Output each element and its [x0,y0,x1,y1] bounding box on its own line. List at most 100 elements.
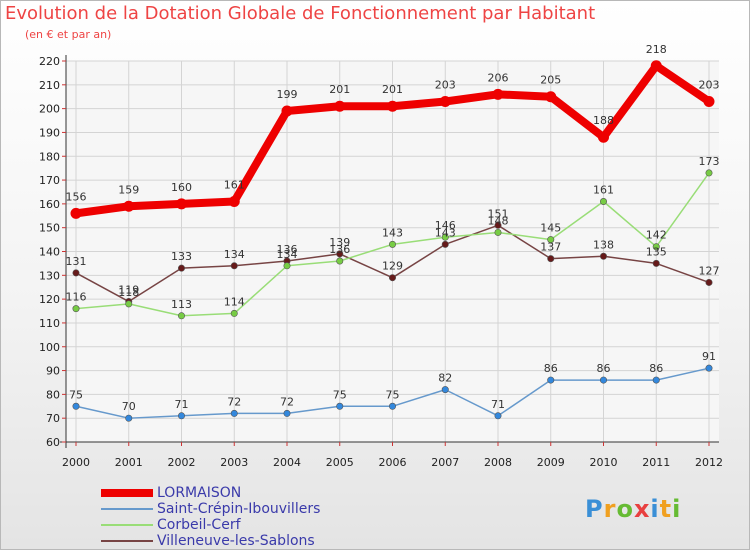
y-tick-label: 110 [39,317,60,330]
legend-label: Corbeil-Cerf [157,517,241,533]
x-tick-label: 2000 [62,456,90,469]
data-label: 159 [118,183,139,196]
y-tick-label: 180 [39,150,60,163]
x-tick-label: 2006 [379,456,407,469]
x-axis-ticks: 2000 2001 2002 2003 2004 2005 2006 2007 2008 2009… [62,456,723,469]
data-point [547,255,555,263]
x-tick-label: 2011 [642,456,670,469]
data-label: 138 [593,238,614,251]
data-point [441,233,449,241]
data-label: 148 [488,214,509,227]
logo-letter: x [633,495,651,523]
data-point [72,269,80,277]
data-point [178,312,186,320]
legend-item: Villeneuve-les-Sablons [101,533,320,549]
y-tick-label: 90 [46,365,60,378]
data-point [178,412,186,420]
data-label: 119 [118,284,139,297]
data-label: 136 [329,243,350,256]
data-label: 145 [540,222,561,235]
data-label: 72 [227,395,241,408]
data-point [652,259,660,267]
data-label: 188 [593,114,614,127]
data-label: 136 [277,243,298,256]
data-point [125,300,133,308]
data-point [652,243,660,251]
x-tick-label: 2001 [115,456,143,469]
legend-swatch [101,540,153,542]
data-label: 203 [699,78,720,91]
data-label: 86 [544,362,558,375]
data-point [176,198,187,210]
x-tick-label: 2012 [695,456,723,469]
data-label: 206 [488,71,509,84]
data-point [283,409,291,417]
y-tick-label: 200 [39,103,60,116]
y-tick-label: 100 [39,341,60,354]
y-tick-label: 190 [39,126,60,139]
line-chart: 60 70 80 90 100 110 120 130 140 150 160 170 180 190 20… [39,43,723,469]
y-axis-ticks: 60 70 80 90 100 110 120 130 140 150 160 170 180 190 20… [39,55,60,449]
data-point [705,169,713,177]
data-point [547,236,555,244]
y-tick-label: 160 [39,198,60,211]
data-point [494,221,502,229]
data-point [439,95,451,107]
data-label: 201 [329,83,350,96]
chart-subtitle: (en € et par an) [25,28,112,41]
y-tick-label: 170 [39,174,60,187]
data-label: 143 [382,226,403,239]
data-point [388,402,396,410]
data-point [599,197,607,205]
x-tick-label: 2007 [431,456,459,469]
legend: LORMAISON Saint-Crépin-Ibouvillers Corbe… [101,485,320,549]
data-point [494,412,502,420]
legend-swatch [101,508,153,510]
data-point [228,195,240,207]
data-label: 131 [66,255,87,268]
data-label: 143 [435,226,456,239]
legend-swatch [101,489,153,497]
x-tick-label: 2002 [168,456,196,469]
data-label: 114 [224,295,245,308]
logo-letter: P [585,495,604,523]
data-label: 86 [597,362,611,375]
x-tick-label: 2003 [220,456,248,469]
data-point [230,262,238,270]
y-tick-label: 60 [46,436,60,449]
data-point [494,228,502,236]
data-point [492,88,504,100]
data-point [388,274,396,282]
data-point [598,131,609,143]
data-point [336,402,344,410]
data-label: 118 [118,286,139,299]
data-label: 161 [593,183,614,196]
data-points [70,60,715,422]
logo-letter: o [616,495,634,523]
logo-letter: t [659,495,673,523]
x-tick-label: 2008 [484,456,512,469]
data-point [72,305,80,313]
x-tick-label: 2009 [537,456,565,469]
chart-title: Evolution de la Dotation Globale de Fonc… [5,3,596,24]
y-tick-label: 150 [39,222,60,235]
data-point [334,100,346,112]
data-point [336,257,344,265]
y-tick-label: 130 [39,269,60,282]
data-label: 71 [175,398,189,411]
proxiti-logo: Proxiti [585,495,681,523]
data-point [70,207,82,219]
data-point [72,402,80,410]
data-label: 146 [435,219,456,232]
y-tick-label: 70 [46,412,60,425]
data-label: 91 [702,350,716,363]
data-point [441,386,449,394]
axes [60,55,719,448]
data-point [652,376,660,384]
data-label: 199 [277,88,298,101]
data-label: 113 [171,298,192,311]
legend-label: LORMAISON [157,485,242,501]
data-label: 116 [66,291,87,304]
